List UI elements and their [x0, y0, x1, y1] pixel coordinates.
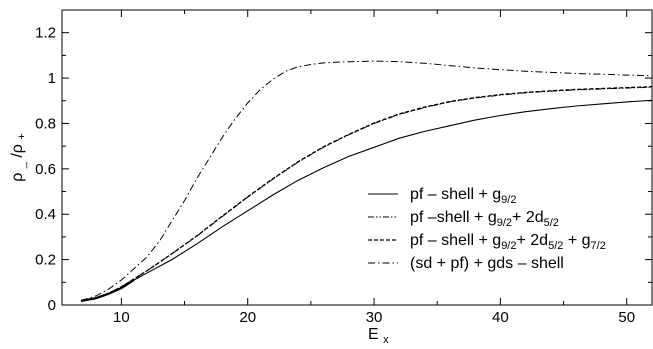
x-tick-label: 50 — [618, 309, 635, 326]
series-overlap-start — [80, 279, 135, 302]
legend-text-part: g — [492, 232, 501, 249]
x-tick-label: 30 — [366, 309, 383, 326]
series-pf-shell-g92-2d52-g72-line — [80, 86, 653, 302]
y-axis-title-sub2: + — [16, 133, 28, 139]
axis-ticks: 10 20 30 40 50 0 0.2 0.4 0.6 0.8 1 1.2 — [35, 10, 652, 326]
x-tick-label: 40 — [492, 309, 509, 326]
y-tick-label: 1 — [48, 70, 56, 87]
series-pf-shell-g92-2d52-legend-label: pf –shell + g9/2+ 2d5/2 — [410, 209, 559, 229]
legend-subscript: 9/2 — [501, 240, 516, 252]
y-axis-title-rho1: ρ — [9, 173, 26, 182]
legend: pf – shell + g9/2pf –shell + g9/2+ 2d5/2… — [368, 186, 606, 272]
y-tick-label: 0.4 — [35, 206, 56, 223]
legend-text-part: + 2d — [512, 209, 544, 226]
series-pf-shell-g92-legend-label: pf – shell + g9/2 — [410, 186, 516, 206]
series-pf-shell-g92-2d52-g72-legend-label: pf – shell + g9/2+ 2d5/2 + g7/2 — [410, 232, 606, 252]
series-sd-pf-gds-line — [80, 60, 653, 301]
plot-area: 10 20 30 40 50 0 0.2 0.4 0.6 0.8 1 1.2 — [35, 9, 653, 326]
legend-text-part: g — [488, 209, 497, 226]
legend-text-part: pf – shell + g — [410, 186, 501, 203]
y-tick-label: 0.8 — [35, 115, 56, 132]
legend-subscript: 9/2 — [497, 217, 512, 229]
x-axis-title-main: E — [368, 326, 379, 343]
legend-text-part: + 2d — [516, 232, 548, 249]
legend-text-part: pf – shell + — [410, 232, 492, 249]
plot-frame — [61, 9, 653, 306]
x-tick-label: 20 — [239, 309, 256, 326]
y-axis-title: ρ _ /ρ + — [9, 133, 29, 182]
series-pf-shell-g92-line — [80, 99, 653, 302]
y-tick-label: 1.2 — [35, 25, 56, 42]
legend-subscript: 9/2 — [501, 194, 516, 206]
legend-subscript: 5/2 — [544, 217, 559, 229]
y-axis-title-sub1: _ — [16, 161, 28, 169]
series-sd-pf-gds-legend-label: (sd + pf) + gds – shell — [410, 255, 564, 272]
x-tick-label: 10 — [113, 309, 130, 326]
x-axis-title: E x — [368, 326, 389, 346]
legend-text-part: pf –shell + — [410, 209, 488, 226]
series-layer — [80, 60, 653, 302]
legend-subscript: 5/2 — [548, 240, 563, 252]
y-tick-label: 0.2 — [35, 252, 56, 269]
legend-text-part: (sd + pf) + gds – shell — [410, 255, 564, 272]
y-tick-label: 0.6 — [35, 161, 56, 178]
legend-text-part: + g — [563, 232, 590, 249]
y-axis-title-rho2: /ρ — [9, 144, 26, 158]
legend-subscript: 7/2 — [591, 240, 606, 252]
y-axis-label: ρ _ /ρ + — [9, 133, 29, 182]
x-axis-label: E x — [368, 326, 389, 346]
x-axis-title-sub: x — [383, 334, 389, 346]
y-tick-label: 0 — [48, 297, 56, 314]
series-pf-shell-g92-2d52-line — [80, 86, 653, 302]
